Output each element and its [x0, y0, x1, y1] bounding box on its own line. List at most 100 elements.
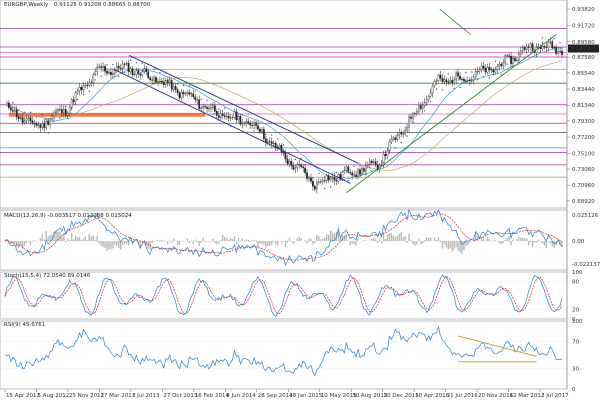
- candle-body: [112, 72, 114, 75]
- candle-body: [312, 181, 314, 187]
- macd-histogram-bar: [433, 237, 436, 242]
- macd-histogram-bar: [145, 241, 147, 246]
- macd-line: [4, 208, 563, 266]
- candle-body: [66, 112, 69, 116]
- candle-body: [221, 113, 224, 116]
- macd-histogram-bar: [204, 241, 206, 242]
- candle-body: [25, 118, 28, 121]
- macd-histogram-bar: [86, 240, 89, 242]
- price-tick-label: 0.70960: [572, 183, 595, 189]
- macd-histogram-bar: [49, 235, 51, 242]
- candle-body: [508, 55, 510, 57]
- candle-body: [308, 177, 310, 179]
- sar-dot: [429, 100, 432, 103]
- sar-dot: [171, 80, 173, 82]
- candle-body: [245, 121, 248, 124]
- candle-body: [178, 92, 181, 99]
- triangle-upper-line: [439, 8, 472, 35]
- sar-dot: [176, 83, 179, 85]
- price-tick-label: 0.93820: [572, 7, 595, 13]
- price-tick-label: 0.81340: [572, 103, 595, 109]
- candle-body: [74, 92, 77, 102]
- macd-histogram-bar: [100, 241, 102, 246]
- candle-body: [72, 99, 75, 102]
- candle-body: [174, 86, 177, 90]
- macd-histogram-bar: [445, 241, 448, 248]
- candle-body: [55, 110, 57, 113]
- macd-histogram-bar: [500, 241, 502, 245]
- price-tick-label: 0.89580: [572, 40, 595, 46]
- candle-body: [164, 80, 167, 85]
- macd-histogram-bar: [398, 233, 400, 242]
- macd-histogram-bar: [8, 241, 10, 244]
- candle-body: [551, 41, 554, 48]
- macd-histogram-bar: [67, 238, 69, 242]
- sar-dot: [547, 50, 550, 52]
- time-tick-label: 27 Oct 2013: [163, 393, 198, 399]
- macd-histogram-bar: [322, 238, 324, 242]
- candle-body: [202, 106, 204, 109]
- candle-body: [321, 180, 324, 182]
- candle-body: [531, 43, 534, 52]
- macd-histogram-bar: [429, 237, 432, 242]
- macd-histogram-bar: [21, 241, 24, 249]
- macd-histogram-bar: [29, 241, 32, 245]
- macd-tick-label: 0.00: [572, 239, 585, 245]
- candle-body: [92, 74, 95, 83]
- sar-dot: [100, 75, 102, 77]
- candle-body: [467, 79, 469, 82]
- candle-body: [553, 47, 556, 49]
- candle-body: [135, 70, 138, 75]
- macd-histogram-bar: [382, 232, 385, 242]
- macd-histogram-bar: [143, 240, 145, 242]
- macd-histogram-bar: [486, 236, 489, 242]
- candle-body: [347, 166, 350, 173]
- macd-histogram-bar: [218, 241, 220, 244]
- macd-histogram-bar: [216, 241, 218, 245]
- candle-body: [541, 46, 544, 49]
- candle-body: [214, 105, 216, 112]
- candle-body: [398, 132, 401, 136]
- candle-body: [433, 81, 436, 87]
- macd-histogram-bar: [192, 241, 194, 245]
- macd-histogram-bar: [88, 234, 91, 242]
- sar-dot: [141, 62, 143, 64]
- candle-body: [429, 92, 432, 97]
- sar-dot: [288, 152, 291, 154]
- macd-histogram-bar: [414, 241, 416, 246]
- candle-body: [161, 80, 163, 83]
- macd-histogram-bar: [178, 241, 181, 245]
- macd-histogram-bar: [188, 241, 191, 243]
- macd-histogram-bar: [333, 233, 336, 242]
- candle-body: [427, 96, 430, 100]
- macd-histogram-bar: [408, 234, 410, 242]
- macd-histogram-bar: [18, 241, 20, 248]
- macd-histogram-bar: [263, 241, 265, 245]
- candle-body: [368, 160, 371, 165]
- candle-body: [474, 71, 477, 78]
- macd-histogram-bar: [488, 238, 491, 242]
- candle-body: [100, 66, 102, 68]
- candle-body: [39, 124, 42, 128]
- candle-body: [512, 58, 514, 64]
- candle-body: [443, 79, 446, 82]
- candle-body: [151, 79, 153, 81]
- macd-histogram-bar: [337, 227, 340, 242]
- candle-body: [266, 141, 269, 144]
- sar-dot: [412, 121, 414, 124]
- candle-body: [163, 82, 165, 85]
- macd-histogram-bar: [220, 239, 222, 242]
- candle-body: [243, 122, 246, 124]
- candle-body: [78, 87, 81, 92]
- macd-histogram-bar: [308, 238, 310, 242]
- candle-body: [457, 72, 459, 77]
- macd-histogram-bar: [406, 241, 408, 243]
- macd-histogram-bar: [247, 240, 249, 242]
- time-tick-label: 5 Aug 2012: [37, 393, 69, 399]
- sar-dot: [200, 98, 202, 101]
- macd-histogram-bar: [39, 238, 41, 242]
- candle-body: [341, 171, 344, 179]
- symbol-caption: EURGBP,Weekly 0.91125 0.91208 0.88665 0.…: [4, 2, 151, 8]
- macd-histogram-bar: [210, 241, 212, 242]
- candle-body: [43, 123, 46, 129]
